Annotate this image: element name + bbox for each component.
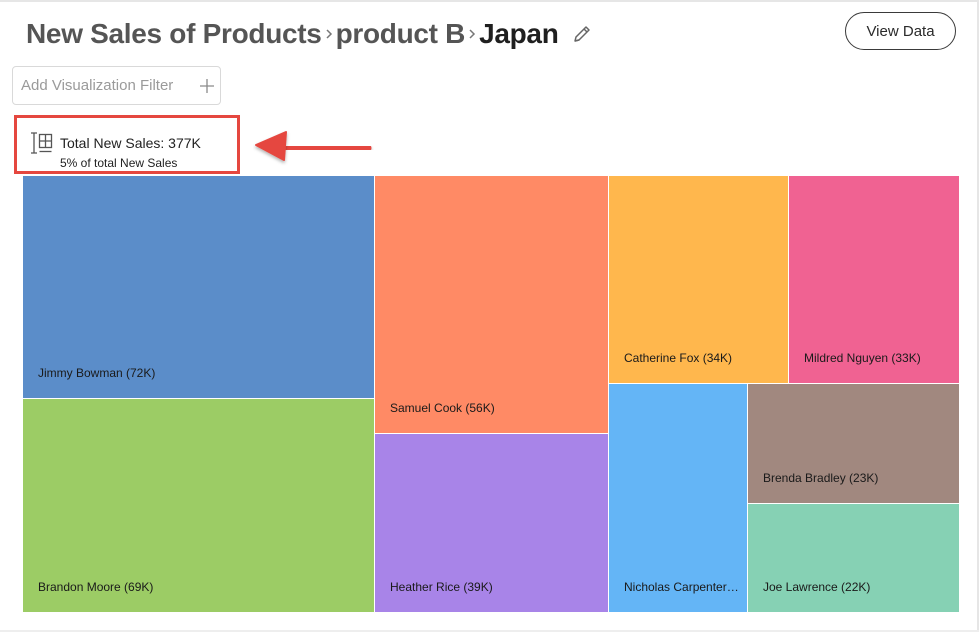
tile-catherine-fox[interactable]: Catherine Fox (34K) <box>609 176 789 384</box>
breadcrumb-item-dashboard[interactable]: New Sales of Products <box>26 18 322 49</box>
tile-joe-lawrence[interactable]: Joe Lawrence (22K) <box>748 504 960 613</box>
pencil-icon[interactable] <box>571 23 593 45</box>
tile-brandon-moore[interactable]: Brandon Moore (69K) <box>23 399 375 613</box>
tile-label: Samuel Cook (56K) <box>390 401 495 415</box>
right-border <box>977 0 979 632</box>
bottom-border <box>0 630 979 632</box>
tile-label: Brandon Moore (69K) <box>38 580 154 594</box>
tile-label: Jimmy Bowman (72K) <box>38 366 156 380</box>
annotation-arrow-icon <box>255 131 372 161</box>
tile-label: Catherine Fox (34K) <box>624 351 733 365</box>
tile-heather-rice[interactable]: Heather Rice (39K) <box>375 434 609 613</box>
tile-label: Heather Rice (39K) <box>390 580 493 594</box>
breadcrumb-item-current: Japan <box>479 18 559 49</box>
summary-box: Total New Sales: 377K 5% of total New Sa… <box>14 115 240 174</box>
breadcrumb: New Sales of Products product B Japan <box>26 14 593 54</box>
tile-samuel-cook[interactable]: Samuel Cook (56K) <box>375 176 609 434</box>
top-border <box>0 0 979 2</box>
summary-subtitle: 5% of total New Sales <box>60 156 178 170</box>
treemap-icon <box>30 131 54 155</box>
add-visualization-filter[interactable]: Add Visualization Filter <box>12 66 221 105</box>
treemap-chart: Jimmy Bowman (72K) Brandon Moore (69K) Sam… <box>23 176 960 613</box>
tile-nicholas-carpenter[interactable]: Nicholas Carpenter (… <box>609 384 748 613</box>
tile-label: Brenda Bradley (23K) <box>763 471 879 485</box>
plus-icon[interactable] <box>198 77 216 95</box>
chevron-right-icon <box>322 14 336 54</box>
view-data-button[interactable]: View Data <box>845 12 956 50</box>
filter-placeholder: Add Visualization Filter <box>21 77 174 94</box>
tile-label: Mildred Nguyen (33K) <box>804 351 921 365</box>
breadcrumb-item-product[interactable]: product B <box>335 18 466 49</box>
summary-title: Total New Sales: 377K <box>60 135 201 151</box>
chevron-right-icon <box>465 14 479 54</box>
tile-mildred-nguyen[interactable]: Mildred Nguyen (33K) <box>789 176 960 384</box>
tile-label: Joe Lawrence (22K) <box>763 580 871 594</box>
tile-label: Nicholas Carpenter (… <box>624 580 739 594</box>
tile-brenda-bradley[interactable]: Brenda Bradley (23K) <box>748 384 960 504</box>
tile-jimmy-bowman[interactable]: Jimmy Bowman (72K) <box>23 176 375 399</box>
